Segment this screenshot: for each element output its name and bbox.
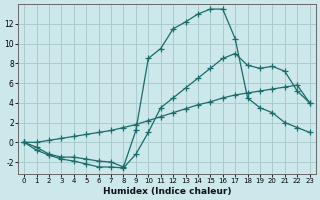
X-axis label: Humidex (Indice chaleur): Humidex (Indice chaleur) <box>103 187 231 196</box>
